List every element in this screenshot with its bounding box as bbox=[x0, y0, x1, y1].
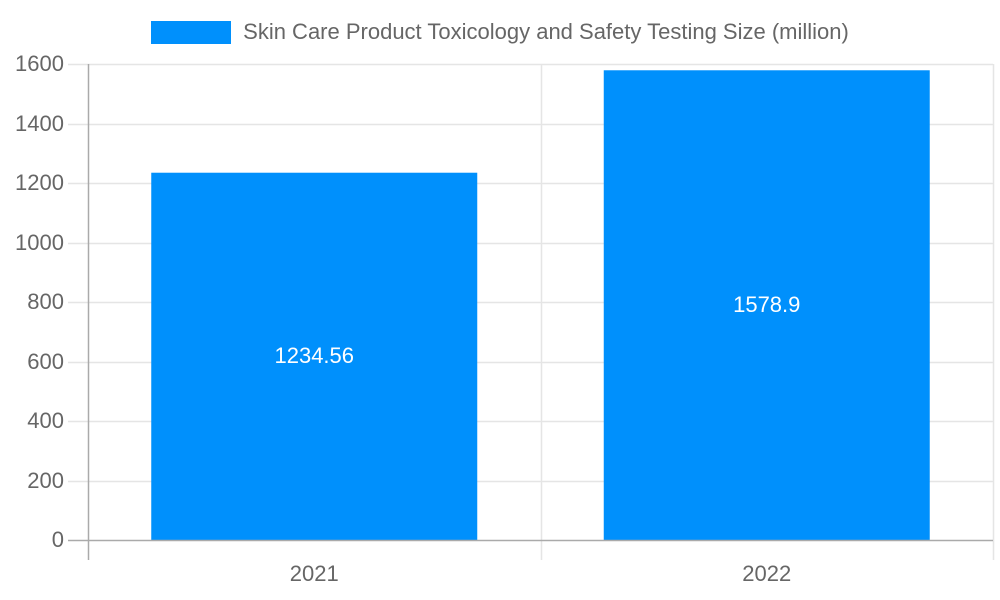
legend-label: Skin Care Product Toxicology and Safety … bbox=[243, 19, 849, 44]
y-tick-label: 0 bbox=[51, 527, 64, 552]
y-tick-label: 1400 bbox=[15, 110, 64, 136]
bar-2021 bbox=[151, 172, 478, 541]
y-tick-label: 200 bbox=[27, 467, 64, 493]
y-tick-label: 1000 bbox=[15, 229, 64, 255]
legend[interactable]: Skin Care Product Toxicology and Safety … bbox=[0, 18, 1000, 46]
y-tick-label: 1200 bbox=[15, 170, 64, 195]
x-tick-label: 2021 bbox=[289, 561, 339, 586]
y-tick-label: 600 bbox=[27, 348, 64, 374]
y-tick-label: 1600 bbox=[15, 51, 64, 76]
x-tick-label: 2022 bbox=[742, 561, 792, 586]
y-tick-label: 800 bbox=[27, 289, 64, 314]
legend-swatch bbox=[151, 20, 232, 44]
bar-value-label: 1578.9 bbox=[733, 292, 801, 318]
bar-value-label: 1234.56 bbox=[274, 343, 355, 369]
bar-2022 bbox=[603, 70, 930, 540]
y-tick-label: 400 bbox=[27, 408, 64, 433]
